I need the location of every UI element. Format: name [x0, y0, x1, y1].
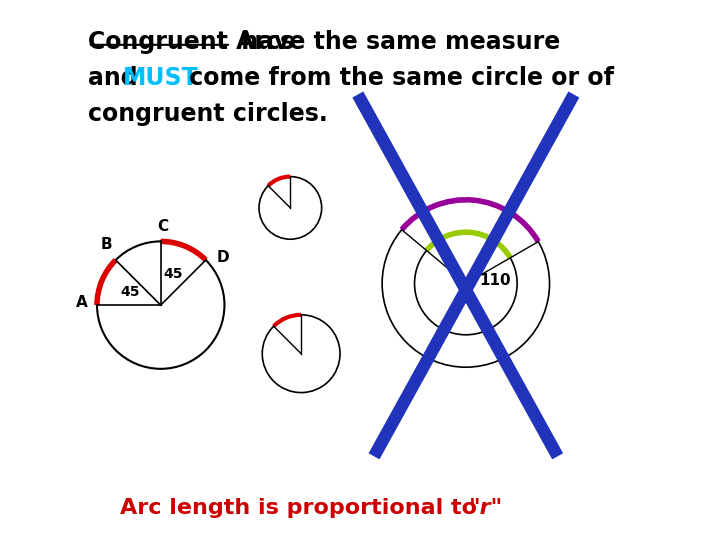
Text: MUST: MUST — [123, 66, 199, 90]
Text: and: and — [88, 66, 145, 90]
Text: have the same measure: have the same measure — [233, 30, 560, 53]
Text: 110: 110 — [480, 273, 511, 288]
Text: Arc length is proportional to: Arc length is proportional to — [120, 498, 477, 518]
Text: "r": "r" — [469, 498, 503, 518]
Text: congruent circles.: congruent circles. — [88, 102, 328, 126]
Text: B: B — [101, 238, 112, 253]
Text: come from the same circle or of: come from the same circle or of — [181, 66, 613, 90]
Text: 45: 45 — [163, 267, 183, 281]
Text: C: C — [158, 219, 168, 234]
Text: A: A — [76, 295, 87, 310]
Text: Congruent Arcs: Congruent Arcs — [88, 30, 294, 53]
Text: 45: 45 — [120, 286, 140, 299]
Text: D: D — [217, 250, 229, 265]
